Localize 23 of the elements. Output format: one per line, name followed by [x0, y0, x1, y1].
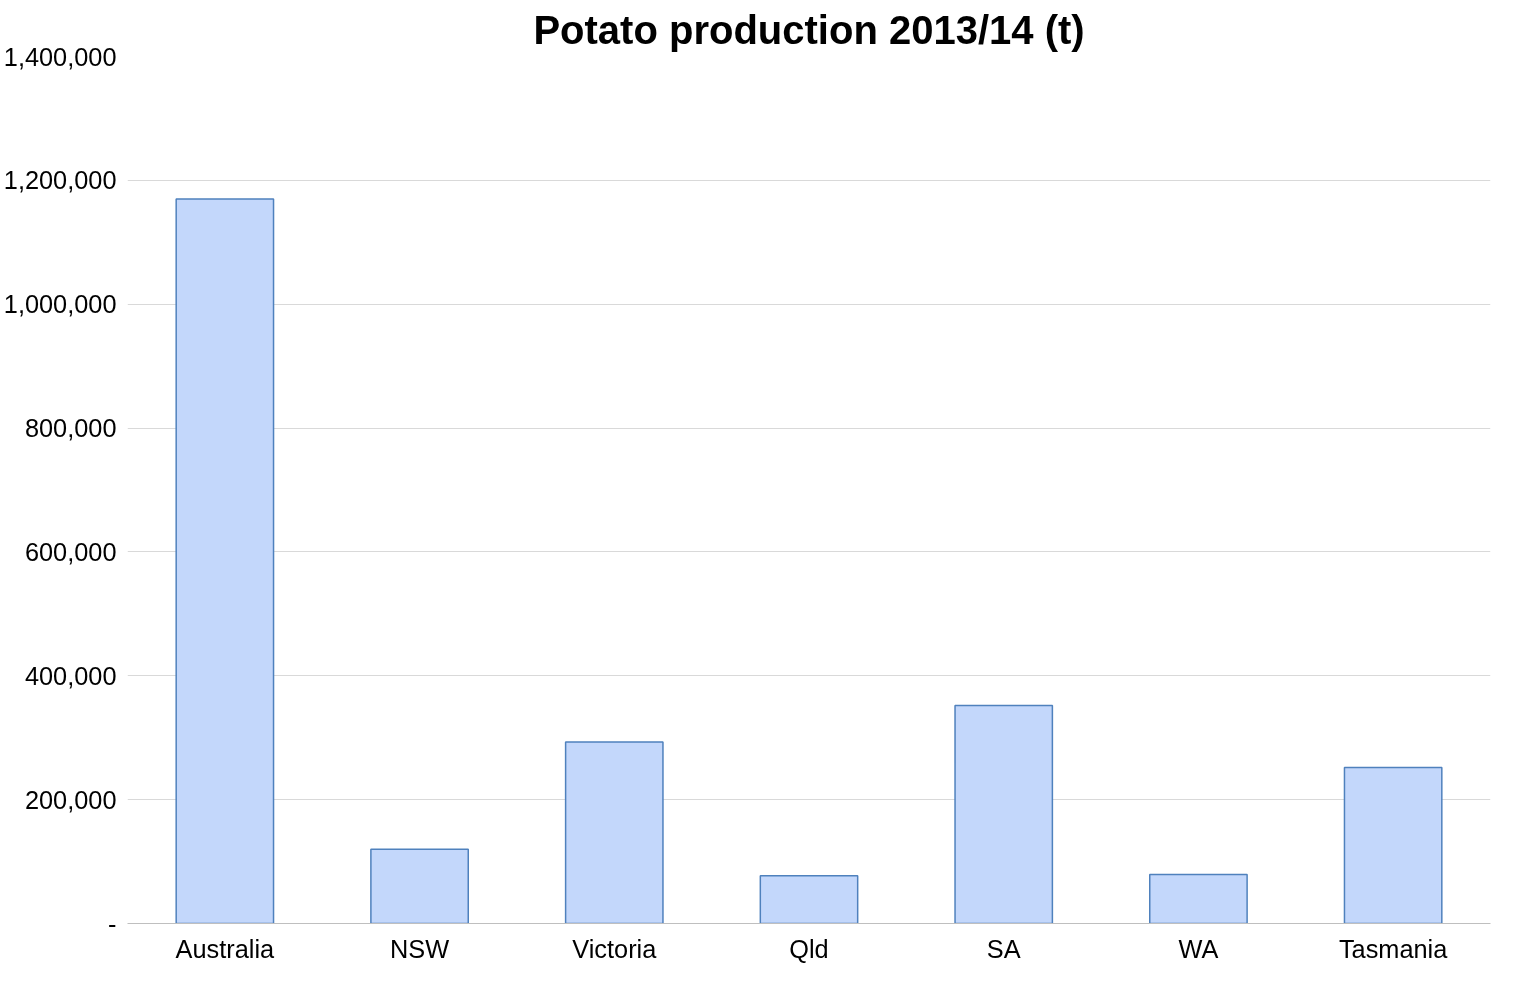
bar: [954, 704, 1054, 924]
x-tick-label: WA: [1178, 934, 1219, 963]
bar: [564, 741, 664, 924]
bar: [175, 198, 275, 924]
y-tick-label: 1,400,000: [3, 42, 117, 71]
y-tick-label: 200,000: [24, 785, 117, 814]
x-tick-label: Qld: [789, 934, 829, 963]
x-tick-label: Australia: [175, 934, 276, 963]
x-tick-label: Tasmania: [1338, 934, 1449, 963]
y-tick-label: 600,000: [24, 537, 117, 566]
chart-title: Potato production 2013/14 (t): [533, 7, 1085, 52]
y-tick-label: 1,200,000: [3, 166, 117, 195]
y-tick-label: -: [108, 909, 117, 938]
y-tick-label: 1,000,000: [3, 290, 117, 319]
x-tick-label: Victoria: [572, 934, 658, 963]
y-tick-label: 400,000: [24, 661, 117, 690]
bar: [1343, 766, 1443, 924]
bar: [1149, 873, 1248, 924]
bar: [759, 875, 859, 924]
bar: [370, 848, 469, 924]
y-tick-label: 800,000: [24, 414, 117, 443]
x-tick-label: NSW: [390, 934, 450, 963]
x-tick-label: SA: [986, 934, 1021, 963]
